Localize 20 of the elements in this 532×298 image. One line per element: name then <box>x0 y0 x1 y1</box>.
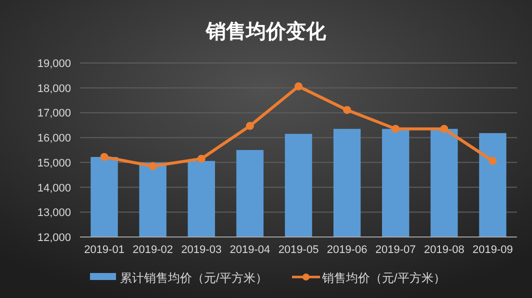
x-tick-label: 2019-03 <box>181 244 222 256</box>
y-tick-label: 16,000 <box>37 132 71 145</box>
x-tick-label: 2019-06 <box>326 244 368 256</box>
y-tick-label: 13,000 <box>37 207 71 220</box>
chart-title: 销售均价变化 <box>205 20 327 43</box>
y-tick-label: 19,000 <box>37 58 71 70</box>
x-tick-label: 2019-02 <box>132 244 174 256</box>
x-tick-label: 2019-09 <box>472 244 513 256</box>
y-tick-label: 15,000 <box>37 157 71 170</box>
y-tick-label: 12,000 <box>37 232 71 244</box>
y-tick-label: 18,000 <box>37 82 71 95</box>
x-tick-label: 2019-05 <box>278 244 319 256</box>
legend-label: 销售均价（元/平方米） <box>321 271 446 285</box>
x-tick-label: 2019-07 <box>375 244 416 256</box>
y-tick-label: 14,000 <box>37 182 71 194</box>
x-tick-label: 2019-08 <box>424 244 464 256</box>
x-tick-label: 2019-04 <box>230 244 270 256</box>
x-tick-label: 2019-01 <box>84 244 124 256</box>
y-tick-label: 17,000 <box>37 108 71 120</box>
legend-label: 累计销售均价（元/平方米） <box>120 271 268 285</box>
